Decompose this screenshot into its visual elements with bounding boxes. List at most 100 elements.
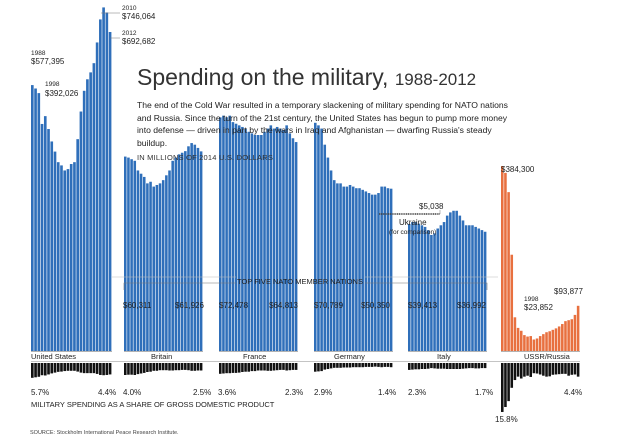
bar-uk-1995	[146, 183, 149, 351]
gdp-bar-uk-1991	[133, 363, 137, 375]
gdp-bar-us-2000	[69, 363, 73, 371]
gdp-bar-ru-2012	[576, 363, 580, 377]
bar-ru-1999	[535, 338, 539, 351]
gdp-bar-us-2004	[82, 363, 86, 374]
gdp-us-last-label: 4.4%	[98, 388, 117, 397]
bar-de-2010	[383, 186, 387, 351]
gdp-bar-fr-1989	[222, 363, 225, 374]
bar-fr-1995	[241, 126, 244, 351]
bar-uk-2006	[180, 152, 184, 351]
bar-fr-2008	[282, 130, 285, 351]
gdp-bar-ru-1989	[504, 363, 507, 408]
ukraine-note-label: (for comparison)	[389, 229, 437, 236]
bar-uk-2002	[168, 170, 171, 351]
gdp-bar-fr-2002	[263, 363, 266, 371]
bar-us-2000	[69, 164, 73, 351]
gdp-bar-it-2003	[455, 363, 458, 369]
bar-uk-1991	[133, 160, 137, 351]
bar-us-1994	[50, 141, 54, 351]
bar-de-2007	[374, 194, 377, 351]
gdp-it-last-label: 1.7%	[475, 388, 494, 397]
gdp-bar-us-1996	[56, 363, 60, 372]
gdp-bar-uk-2007	[184, 363, 187, 370]
bar-us-2002	[76, 139, 79, 351]
bar-de-2005	[367, 193, 371, 351]
bar-uk-2011	[196, 147, 200, 351]
gdp-bar-ru-1990	[507, 363, 510, 402]
bar-us-1991	[40, 123, 44, 352]
bar-de-2002	[358, 188, 361, 351]
de-last-value-label: $50,350	[361, 301, 390, 310]
bar-it-2011	[480, 230, 484, 351]
gdp-bar-it-2004	[458, 363, 462, 369]
gdp-bar-fr-2007	[279, 363, 282, 370]
gdp-bar-de-1990	[320, 363, 323, 372]
gdp-bar-ru-2009	[567, 363, 570, 376]
bar-fr-2006	[275, 126, 279, 351]
bar-uk-1988	[124, 156, 127, 351]
bar-fr-1997	[247, 131, 250, 351]
bar-it-2009	[474, 226, 477, 351]
gdp-fr-last-label: 2.3%	[285, 388, 304, 397]
bar-de-2012	[389, 188, 393, 351]
gdp-bar-uk-1999	[158, 363, 162, 371]
gdp-bar-ru-2004	[551, 363, 555, 375]
bar-ru-1989	[504, 172, 507, 351]
bar-de-1992	[326, 157, 330, 351]
bar-fr-2003	[266, 128, 269, 351]
bar-ru-2002	[545, 332, 548, 351]
gdp-bar-us-2003	[79, 363, 83, 373]
gdp-bar-ru-1995	[523, 363, 526, 377]
bar-us-1998	[63, 170, 67, 351]
gdp-bar-de-2007	[374, 363, 377, 367]
bar-de-1998	[345, 186, 349, 351]
bar-fr-2009	[285, 125, 288, 351]
bar-ru-2008	[564, 321, 567, 351]
gdp-bar-de-1999	[348, 363, 352, 368]
bar-fr-1988	[219, 117, 222, 351]
gdp-bar-de-1995	[336, 363, 339, 368]
bar-ru-1988	[501, 166, 504, 351]
country-label-france: France	[243, 352, 267, 361]
bar-ru-1995	[523, 335, 526, 351]
gdp-bar-de-2000	[351, 363, 355, 368]
gdp-bar-fr-1996	[244, 363, 247, 372]
bar-ru-1990	[507, 192, 510, 351]
gdp-bar-fr-2010	[288, 363, 292, 371]
gdp-bar-de-2001	[355, 363, 358, 368]
gdp-bar-de-1989	[317, 363, 320, 372]
gdp-bar-uk-2002	[168, 363, 171, 371]
gdp-bar-de-1991	[323, 363, 327, 370]
bar-us-2008	[95, 42, 99, 351]
gdp-bar-it-1989	[411, 363, 414, 370]
us-1988-year-label: 1988	[31, 50, 46, 57]
gdp-de-first-label: 2.9%	[314, 388, 333, 397]
bar-ru-2007	[561, 324, 564, 351]
bar-uk-2001	[165, 175, 168, 351]
bar-us-1996	[56, 162, 60, 351]
bar-fr-1991	[228, 115, 232, 351]
gdp-bar-it-1994	[426, 363, 430, 369]
bar-it-1988	[408, 223, 411, 351]
gdp-bar-ru-2001	[542, 363, 545, 376]
gdp-bar-ru-1988	[501, 363, 504, 412]
gdp-bar-it-1995	[430, 363, 433, 369]
gdp-bar-de-1992	[326, 363, 330, 369]
bar-de-2009	[380, 186, 383, 351]
gdp-bar-it-1999	[442, 363, 446, 369]
bar-de-2008	[377, 193, 380, 351]
gdp-bar-uk-2009	[190, 363, 193, 371]
gdp-bar-us-1997	[60, 363, 63, 372]
bar-ru-2003	[548, 331, 551, 351]
us-2012-value-label: $692,682	[122, 37, 156, 46]
bar-ru-2010	[570, 319, 574, 351]
gdp-bar-ru-1994	[519, 363, 523, 379]
bar-uk-2009	[190, 143, 193, 351]
gdp-bar-it-2005	[461, 363, 465, 369]
nato-bracket-label: TOP FIVE NATO MEMBER NATIONS	[237, 277, 363, 286]
bar-it-1989	[411, 222, 414, 351]
country-label-britain: Britain	[151, 352, 173, 361]
gdp-bar-us-2010	[102, 363, 105, 376]
bar-it-1991	[417, 223, 421, 351]
